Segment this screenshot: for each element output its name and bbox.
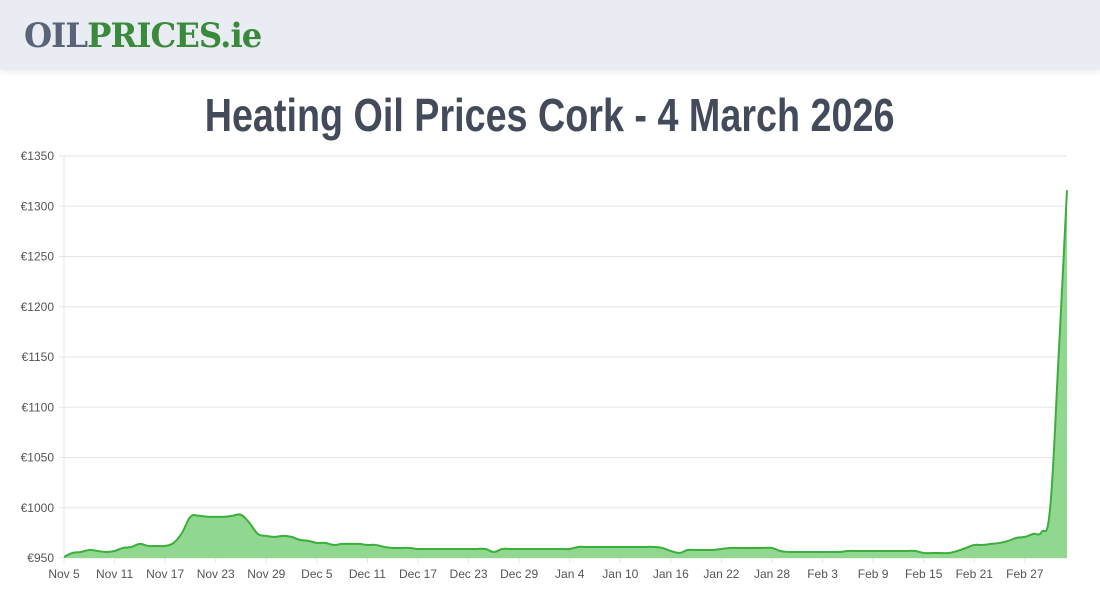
y-tick-label: €1300 bbox=[21, 199, 55, 213]
y-tick-label: €1000 bbox=[21, 501, 55, 515]
y-tick-label: €1200 bbox=[21, 300, 55, 314]
y-tick-label: €1250 bbox=[21, 250, 55, 264]
x-tick-label: Feb 27 bbox=[1006, 567, 1044, 581]
x-tick-label: Dec 5 bbox=[301, 567, 333, 581]
x-tick-label: Dec 23 bbox=[450, 567, 488, 581]
x-tick-label: Jan 28 bbox=[754, 567, 790, 581]
x-tick-label: Jan 10 bbox=[602, 567, 638, 581]
x-tick-label: Nov 5 bbox=[48, 567, 80, 581]
x-tick-label: Jan 4 bbox=[555, 567, 585, 581]
x-tick-label: Feb 21 bbox=[956, 567, 994, 581]
x-tick-label: Dec 11 bbox=[349, 567, 386, 581]
page-title-text: Heating Oil Prices Cork - 4 March 2026 bbox=[205, 89, 895, 141]
site-header: OILPRICES.ie bbox=[0, 0, 1100, 70]
x-tick-label: Nov 29 bbox=[247, 567, 285, 581]
x-tick-label: Jan 16 bbox=[653, 567, 689, 581]
site-logo[interactable]: OILPRICES.ie bbox=[24, 16, 262, 56]
y-tick-label: €950 bbox=[27, 551, 54, 565]
x-tick-label: Feb 15 bbox=[905, 567, 943, 581]
price-series-line bbox=[63, 190, 1068, 558]
x-tick-label: Nov 23 bbox=[197, 567, 235, 581]
logo-text-oil: OIL bbox=[24, 16, 88, 56]
x-tick-label: Nov 17 bbox=[146, 567, 184, 581]
y-tick-label: €1050 bbox=[21, 451, 55, 465]
page-title: Heating Oil Prices Cork - 4 March 2026 bbox=[0, 86, 1100, 144]
x-tick-label: Nov 11 bbox=[96, 567, 133, 581]
x-tick-label: Feb 9 bbox=[858, 567, 889, 581]
logo-text-prices: PRICES.ie bbox=[87, 16, 262, 56]
y-tick-label: €1350 bbox=[21, 149, 55, 163]
price-area-fill bbox=[64, 190, 1067, 559]
x-tick-label: Dec 17 bbox=[399, 567, 437, 581]
x-tick-label: Dec 29 bbox=[500, 567, 538, 581]
y-tick-label: €1150 bbox=[22, 350, 55, 364]
x-tick-label: Jan 22 bbox=[703, 567, 739, 581]
y-tick-label: €1100 bbox=[22, 400, 55, 414]
x-tick-label: Feb 3 bbox=[807, 567, 838, 581]
